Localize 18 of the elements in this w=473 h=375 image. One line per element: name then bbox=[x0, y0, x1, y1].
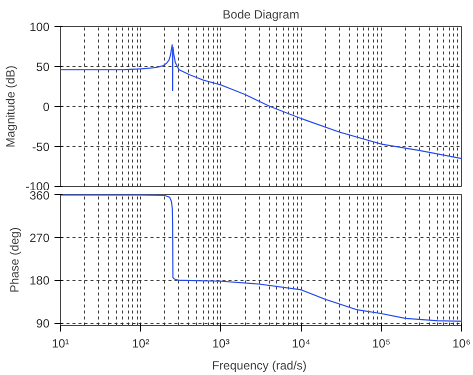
y-tick-label: 270 bbox=[29, 230, 50, 245]
y-tick-label: 100 bbox=[29, 20, 50, 34]
y-axis-title: Phase (deg) bbox=[7, 227, 22, 293]
x-tick-label: 10¹ bbox=[52, 336, 70, 350]
y-tick-label: 90 bbox=[36, 316, 50, 331]
x-tick-label: 10² bbox=[132, 336, 150, 350]
x-axis-title: Frequency (rad/s) bbox=[212, 358, 307, 372]
x-tick-label: 10³ bbox=[212, 336, 230, 350]
x-tick-label: 10⁵ bbox=[372, 336, 390, 350]
y-tick-label: 0 bbox=[42, 100, 50, 114]
y-axis-title: Magnitude (dB) bbox=[3, 65, 18, 148]
x-tick-label: 10⁶ bbox=[452, 336, 471, 350]
x-tick-label: 10⁴ bbox=[292, 336, 310, 350]
y-tick-label: 360 bbox=[29, 188, 50, 202]
chart-title: Bode Diagram bbox=[222, 8, 300, 22]
y-tick-label: -50 bbox=[32, 140, 50, 154]
y-tick-label: 180 bbox=[29, 274, 50, 288]
y-tick-label: 50 bbox=[36, 60, 50, 74]
